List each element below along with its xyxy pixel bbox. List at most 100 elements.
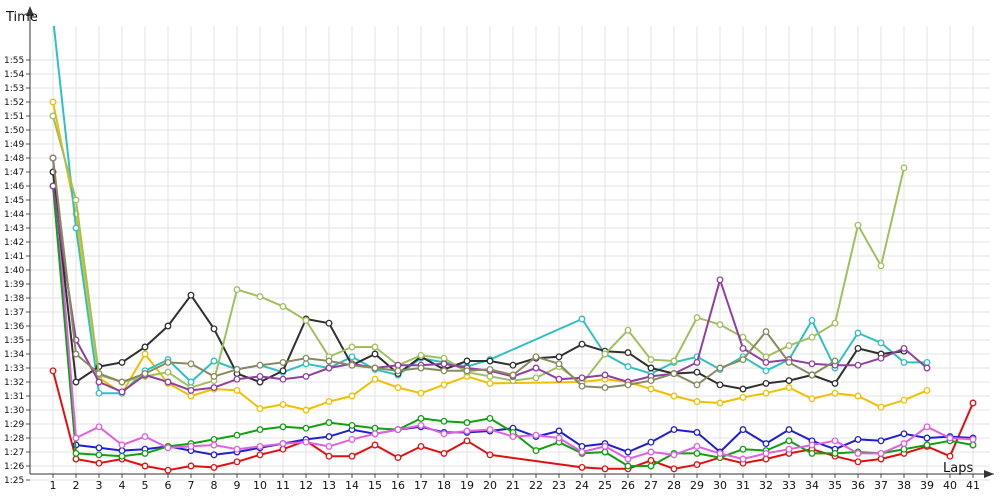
data-point [555, 353, 563, 361]
data-point [555, 434, 563, 442]
data-point [164, 466, 172, 474]
data-point [877, 339, 885, 347]
data-point [946, 452, 954, 460]
data-point [739, 356, 747, 364]
data-point [739, 455, 747, 463]
data-point [141, 462, 149, 470]
data-point [463, 367, 471, 375]
data-point [72, 350, 80, 358]
data-point [417, 414, 425, 422]
y-tick-label: 1:31 [4, 392, 24, 402]
data-point [141, 343, 149, 351]
data-point [302, 316, 310, 324]
data-point [118, 441, 126, 449]
data-point [739, 445, 747, 453]
data-point [463, 419, 471, 427]
data-point [279, 367, 287, 375]
data-point [371, 441, 379, 449]
data-point [578, 340, 586, 348]
data-point [302, 424, 310, 432]
data-point [141, 433, 149, 441]
data-point [302, 354, 310, 362]
data-point [371, 343, 379, 351]
series-8 [49, 112, 908, 392]
data-point [647, 462, 655, 470]
data-point [440, 381, 448, 389]
data-point [716, 364, 724, 372]
data-point [808, 316, 816, 324]
data-point [808, 360, 816, 368]
x-tick-label: 5 [142, 479, 149, 492]
data-point [95, 451, 103, 459]
data-point [808, 449, 816, 457]
data-point [900, 445, 908, 453]
data-point [371, 364, 379, 372]
data-point [693, 398, 701, 406]
data-point [164, 322, 172, 330]
data-point [95, 389, 103, 397]
data-point [877, 437, 885, 445]
data-point [440, 417, 448, 425]
data-point [532, 353, 540, 361]
data-point [923, 358, 931, 366]
data-point [739, 344, 747, 352]
data-point [624, 455, 632, 463]
data-point [739, 426, 747, 434]
x-axis-arrow [984, 470, 994, 478]
data-point [486, 379, 494, 387]
data-point [785, 358, 793, 366]
data-point [233, 445, 241, 453]
data-point [946, 434, 954, 442]
data-point [693, 428, 701, 436]
data-point [256, 405, 264, 413]
data-point [624, 381, 632, 389]
y-tick-label: 1:29 [4, 420, 24, 430]
x-tick-label: 22 [529, 479, 543, 492]
x-tick-label: 37 [874, 479, 888, 492]
grid [30, 26, 990, 481]
data-point [72, 378, 80, 386]
data-point [279, 445, 287, 453]
data-point [647, 438, 655, 446]
data-point [440, 354, 448, 362]
x-tick-label: 39 [920, 479, 934, 492]
y-tick-label: 1:37 [4, 308, 24, 318]
data-point [762, 389, 770, 397]
data-point [831, 319, 839, 327]
data-point [210, 357, 218, 365]
data-point [670, 357, 678, 365]
x-tick-label: 14 [345, 479, 359, 492]
data-point [279, 423, 287, 431]
data-point [49, 112, 57, 120]
data-point [808, 441, 816, 449]
data-point [647, 456, 655, 464]
data-point [578, 442, 586, 450]
data-point [900, 396, 908, 404]
data-point [164, 378, 172, 386]
data-point [141, 350, 149, 358]
x-tick-label: 19 [460, 479, 474, 492]
data-point [394, 454, 402, 462]
y-tick-label: 1:50 [4, 126, 24, 136]
data-point [693, 461, 701, 469]
x-tick-labels: 1 2 3 4 5 6 7 8 9 10 11 12 13 14 15 16 17 18 19 20 21 22 23 24 2… [50, 479, 981, 492]
y-tick-label: 1:55 [4, 56, 24, 66]
data-point [670, 426, 678, 434]
x-tick-label: 24 [575, 479, 589, 492]
data-point [785, 384, 793, 392]
data-point [831, 449, 839, 457]
data-point [348, 435, 356, 443]
data-point [854, 392, 862, 400]
data-point [923, 441, 931, 449]
data-point [693, 368, 701, 376]
data-point [578, 448, 586, 456]
data-point [187, 360, 195, 368]
data-point [601, 350, 609, 358]
data-point [601, 384, 609, 392]
data-point [302, 372, 310, 380]
data-point [72, 196, 80, 204]
data-point [854, 361, 862, 369]
data-point [187, 392, 195, 400]
x-tick-label: 11 [276, 479, 290, 492]
x-tick-label: 25 [598, 479, 612, 492]
